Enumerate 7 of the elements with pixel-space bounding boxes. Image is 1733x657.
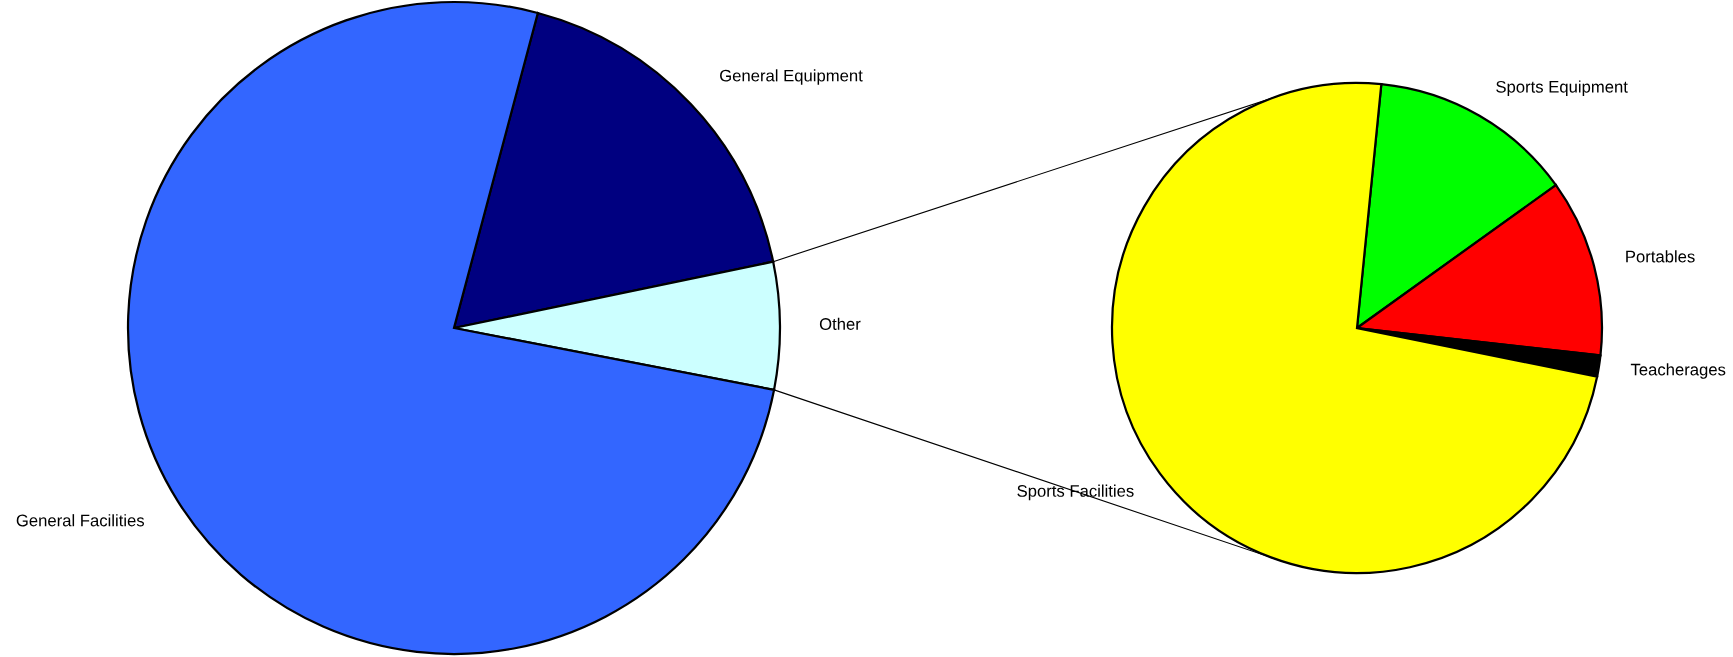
slice-label: General Facilities xyxy=(16,514,145,527)
slice-label: Teacherages xyxy=(1630,363,1726,379)
slice-label: General Equipment xyxy=(720,69,863,85)
slice-label: Sports Facilities xyxy=(1017,484,1134,501)
slice-label: Sports Equipment xyxy=(1496,80,1628,97)
slice-label: Portables xyxy=(1626,250,1695,263)
slice-label: Other xyxy=(819,317,861,330)
